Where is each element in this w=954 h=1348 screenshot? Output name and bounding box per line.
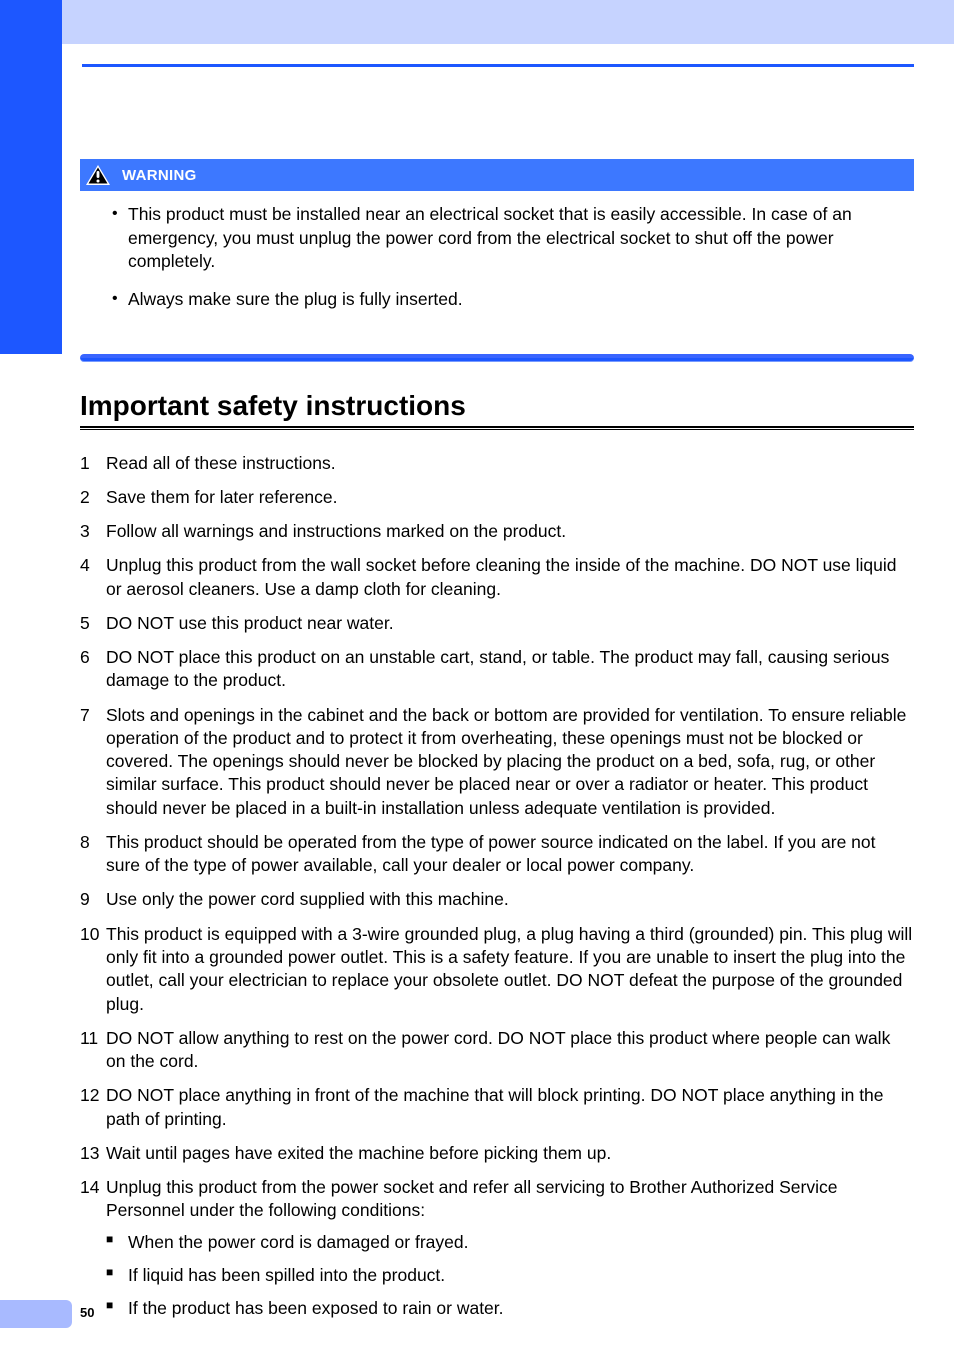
warning-body: This product must be installed near an e… [80, 191, 914, 334]
list-text: DO NOT place this product on an unstable… [106, 647, 889, 690]
warning-header: WARNING [80, 159, 914, 191]
sub-item: If the product has been exposed to rain … [106, 1297, 914, 1320]
list-item: This product should be operated from the… [80, 831, 914, 878]
header-underline [82, 64, 914, 67]
list-text: Follow all warnings and instructions mar… [106, 521, 566, 541]
list-item: Wait until pages have exited the machine… [80, 1142, 914, 1165]
warning-icon [80, 162, 116, 188]
list-item: Read all of these instructions. [80, 452, 914, 475]
list-text: This product should be operated from the… [106, 832, 876, 875]
list-item: This product is equipped with a 3-wire g… [80, 923, 914, 1016]
sub-item: When the power cord is damaged or frayed… [106, 1231, 914, 1254]
footer-tab [0, 1300, 72, 1328]
list-item: Save them for later reference. [80, 486, 914, 509]
list-item: Slots and openings in the cabinet and th… [80, 704, 914, 820]
header-pale-strip [62, 0, 954, 44]
list-text: Save them for later reference. [106, 487, 338, 507]
section-divider [80, 354, 914, 362]
list-text: DO NOT use this product near water. [106, 613, 394, 633]
list-item: DO NOT place this product on an unstable… [80, 646, 914, 693]
list-text: This product is equipped with a 3-wire g… [106, 924, 912, 1014]
warning-bullet: This product must be installed near an e… [112, 203, 904, 274]
warning-bullet: Always make sure the plug is fully inser… [112, 288, 904, 312]
list-item: DO NOT allow anything to rest on the pow… [80, 1027, 914, 1074]
sub-text: If the product has been exposed to rain … [128, 1298, 504, 1318]
title-underline [80, 426, 914, 430]
page-number: 50 [80, 1305, 94, 1320]
sub-item: If liquid has been spilled into the prod… [106, 1264, 914, 1287]
instruction-list: Read all of these instructions. Save the… [80, 452, 914, 1321]
list-text: DO NOT place anything in front of the ma… [106, 1085, 884, 1128]
list-item: DO NOT place anything in front of the ma… [80, 1084, 914, 1131]
section-title: Important safety instructions [80, 390, 914, 422]
list-text: Unplug this product from the power socke… [106, 1177, 837, 1220]
list-item: DO NOT use this product near water. [80, 612, 914, 635]
list-text: Read all of these instructions. [106, 453, 336, 473]
list-text: Slots and openings in the cabinet and th… [106, 705, 906, 818]
list-text: Use only the power cord supplied with th… [106, 889, 509, 909]
list-text: Unplug this product from the wall socket… [106, 555, 897, 598]
warning-title: WARNING [122, 167, 197, 184]
list-item: Use only the power cord supplied with th… [80, 888, 914, 911]
list-item: Unplug this product from the power socke… [80, 1176, 914, 1320]
page-content: WARNING This product must be installed n… [62, 44, 954, 1331]
list-text: DO NOT allow anything to rest on the pow… [106, 1028, 890, 1071]
list-item: Follow all warnings and instructions mar… [80, 520, 914, 543]
sub-text: If liquid has been spilled into the prod… [128, 1265, 445, 1285]
sub-text: When the power cord is damaged or frayed… [128, 1232, 468, 1252]
list-text: Wait until pages have exited the machine… [106, 1143, 611, 1163]
sub-list: When the power cord is damaged or frayed… [106, 1231, 914, 1321]
warning-box: WARNING This product must be installed n… [80, 159, 914, 334]
list-item: Unplug this product from the wall socket… [80, 554, 914, 601]
left-blue-column [0, 0, 62, 354]
